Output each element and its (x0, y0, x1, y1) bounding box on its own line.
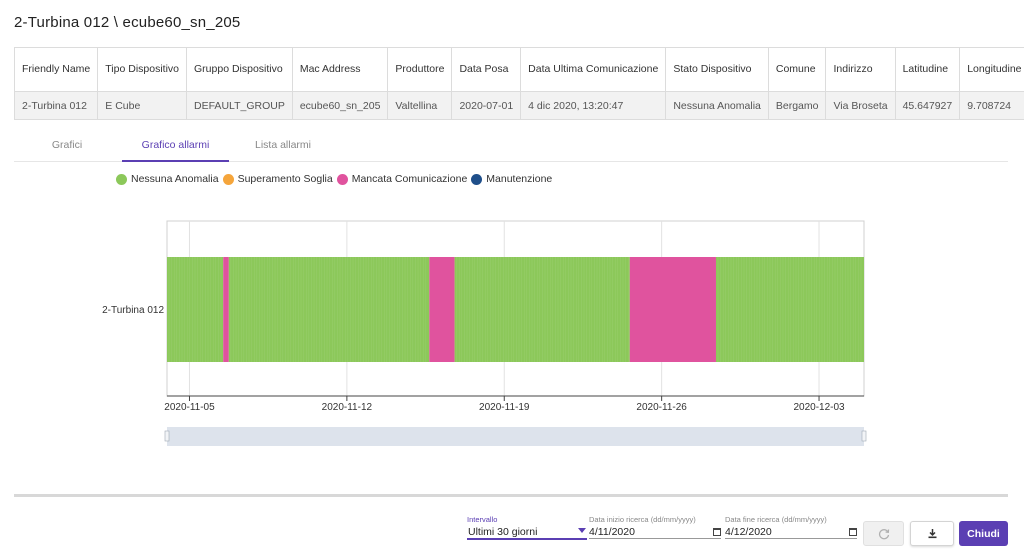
x-tick-label: 2020-11-05 (164, 402, 215, 413)
y-category-label: 2-Turbina 012 (102, 305, 164, 316)
table-header-row: Friendly Name Tipo Dispositivo Gruppo Di… (13, 47, 1024, 92)
timeline-segment (228, 257, 430, 362)
start-date-label: Data inizio ricerca (dd/mm/yyyy) (589, 515, 696, 524)
x-tick-label: 2020-12-03 (793, 402, 845, 413)
legend-item-mancata-comunicazione[interactable]: Mancata Comunicazione (336, 173, 468, 185)
interval-label: Intervallo (467, 515, 498, 524)
col-friendly-name: Friendly Name (13, 47, 99, 92)
zoom-scrollbar (167, 427, 864, 446)
col-mac-address: Mac Address (291, 47, 389, 92)
interval-select[interactable]: Ultimi 30 giorni (468, 526, 538, 538)
end-date-underline (725, 538, 857, 539)
timeline-segment (223, 257, 229, 362)
legend-item-manutenzione[interactable]: Manutenzione (471, 173, 552, 185)
legend-label: Superamento Soglia (237, 173, 333, 185)
chart-legend: Nessuna Anomalia Superamento Soglia Manc… (116, 173, 556, 185)
cell-mac-address: ecube60_sn_205 (291, 91, 389, 120)
col-produttore: Produttore (387, 47, 453, 92)
close-button[interactable]: Chiudi (959, 521, 1008, 546)
col-tipo-dispositivo: Tipo Dispositivo (97, 47, 188, 92)
legend-item-superamento-soglia[interactable]: Superamento Soglia (222, 173, 333, 185)
device-info-table: Friendly Name Tipo Dispositivo Gruppo Di… (13, 47, 1024, 120)
calendar-icon[interactable] (849, 528, 857, 536)
timeline-segment (629, 257, 716, 362)
tab-grafici[interactable]: Grafici (51, 139, 83, 151)
legend-dot-icon (116, 173, 127, 185)
download-icon (928, 529, 936, 539)
x-tick-label: 2020-11-12 (322, 402, 373, 413)
cell-data-posa: 2020-07-01 (451, 91, 522, 120)
col-gruppo-dispositivo: Gruppo Dispositivo (186, 47, 293, 92)
table-row: 2-Turbina 012 E Cube DEFAULT_GROUP ecube… (13, 91, 1024, 120)
cell-gruppo-dispositivo: DEFAULT_GROUP (186, 91, 293, 120)
tab-bar: Grafici Grafico allarmi Lista allarmi (14, 132, 1008, 162)
legend-dot-icon (222, 173, 234, 185)
download-button[interactable] (910, 521, 954, 546)
zoom-handle[interactable] (861, 430, 867, 442)
interval-select-underline (467, 538, 587, 540)
col-stato-dispositivo: Stato Dispositivo (665, 47, 769, 92)
legend-label: Nessuna Anomalia (131, 173, 219, 185)
refresh-button[interactable] (863, 521, 904, 546)
timeline-segment (454, 257, 630, 362)
col-indirizzo: Indirizzo (825, 47, 896, 92)
calendar-icon[interactable] (713, 528, 721, 536)
zoom-handle[interactable] (164, 430, 170, 442)
cell-friendly-name: 2-Turbina 012 (13, 91, 99, 120)
x-tick-label: 2020-11-19 (479, 402, 530, 413)
cell-tipo-dispositivo: E Cube (97, 91, 188, 120)
legend-item-nessuna-anomalia[interactable]: Nessuna Anomalia (116, 173, 219, 185)
col-latitudine: Latitudine (894, 47, 961, 92)
legend-label: Manutenzione (486, 173, 553, 185)
cell-latitudine: 45.647927 (894, 91, 961, 120)
chevron-down-icon[interactable] (578, 528, 586, 533)
end-date-label: Data fine ricerca (dd/mm/yyyy) (725, 515, 827, 524)
cell-stato-dispositivo: Nessuna Anomalia (665, 91, 769, 120)
page-title: 2-Turbina 012 \ ecube60_sn_205 (14, 14, 241, 31)
cell-data-ultima-comunicazione: 4 dic 2020, 13:20:47 (520, 91, 667, 120)
col-data-ultima-comunicazione: Data Ultima Comunicazione (520, 47, 667, 92)
start-date-input[interactable]: 4/11/2020 (589, 526, 635, 538)
end-date-input[interactable]: 4/12/2020 (725, 526, 772, 538)
cell-indirizzo: Via Broseta (825, 91, 896, 120)
x-tick-label: 2020-11-26 (636, 402, 687, 413)
timeline-segment (429, 257, 455, 362)
refresh-icon (878, 528, 889, 539)
timeline-segment (715, 257, 864, 362)
start-date-underline (589, 538, 721, 539)
tab-grafico-allarmi[interactable]: Grafico allarmi (122, 132, 229, 162)
legend-label: Mancata Comunicazione (351, 173, 468, 185)
cell-longitudine: 9.708724 (959, 91, 1024, 120)
tab-lista-allarmi[interactable]: Lista allarmi (254, 139, 312, 151)
cell-comune: Bergamo (767, 91, 827, 120)
legend-dot-icon (471, 173, 483, 185)
bottom-separator (14, 494, 1008, 497)
legend-dot-icon (336, 173, 348, 185)
cell-produttore: Valtellina (387, 91, 453, 120)
